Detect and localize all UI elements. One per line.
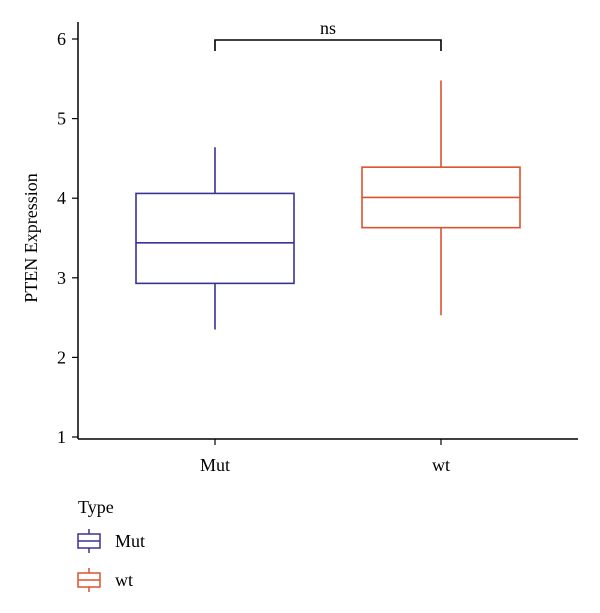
iqr-box (135, 192, 295, 285)
y-tick-label: 3 (57, 268, 66, 288)
y-tick-label: 4 (57, 188, 66, 208)
legend-item-mut: Mut (77, 529, 145, 553)
significance-label: ns (320, 18, 336, 38)
legend-item-wt: wt (77, 568, 133, 592)
legend: Type Mut wt (77, 497, 145, 592)
box-wt (361, 80, 521, 316)
legend-title: Type (78, 497, 114, 517)
plot-area: 1 2 3 4 5 6 Mut wt ns (57, 18, 578, 475)
y-tick-label: 6 (57, 29, 66, 49)
legend-label: wt (115, 570, 133, 590)
legend-label: Mut (115, 531, 145, 551)
y-axis-title: PTEN Expression (21, 173, 41, 303)
x-tick-label: wt (432, 455, 450, 475)
y-tick-label: 1 (57, 427, 66, 447)
y-tick-label: 2 (57, 347, 66, 367)
x-tick-label: Mut (200, 455, 230, 475)
y-tick-label: 5 (57, 109, 66, 129)
significance-bracket (214, 39, 442, 51)
box-mut (135, 147, 295, 330)
